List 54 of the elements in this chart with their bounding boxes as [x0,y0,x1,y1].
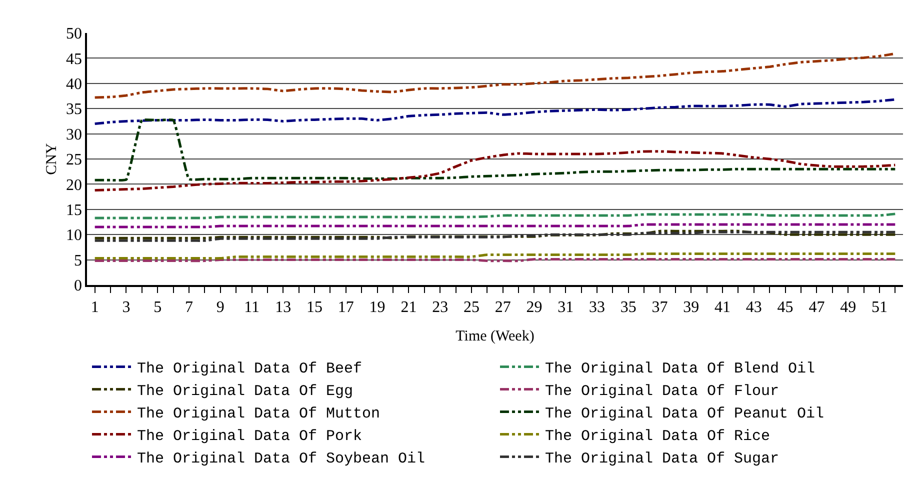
x-tick-label: 3 [122,298,130,316]
x-tick-label: 9 [216,298,224,316]
x-tick-label: 47 [808,298,825,316]
x-tick-label: 11 [244,298,260,316]
x-tick-label: 17 [338,298,354,316]
y-tick-label: 25 [66,152,82,169]
line-series [94,230,896,242]
legend-label: The Original Data Of Blend Oil [545,360,816,378]
y-tick-label: 35 [66,101,82,118]
line-series [94,230,896,240]
x-tick-label: 27 [494,298,511,316]
x-tick-label: 49 [840,298,856,316]
y-tick-label: 30 [66,126,82,144]
y-tick-label: 50 [66,26,82,43]
legend-label: The Original Data Of Flour [545,383,780,400]
y-tick-label: 45 [66,50,82,68]
x-tick-label: 21 [400,298,417,316]
line-series [94,150,896,192]
y-tick-label: 15 [66,202,82,219]
x-tick-label: 43 [746,298,762,316]
x-tick-label: 31 [558,298,574,316]
legend-label: The Original Data Of Peanut Oil [545,406,824,423]
legend-label: The Original Data Of Soybean Oil [137,450,426,468]
x-tick-label: 33 [589,298,605,316]
x-axis-title: Time (Week) [456,328,534,344]
x-tick-label: 5 [154,298,162,316]
x-tick-label: 29 [526,298,542,316]
x-tick-label: 7 [185,298,193,316]
x-tick-label: 39 [683,298,700,316]
x-tick-label: 37 [652,298,668,316]
legend-label: The Original Data Of Sugar [545,450,780,468]
y-tick-label: 20 [66,176,82,194]
x-tick-label: 45 [777,298,794,316]
line-series [94,98,896,125]
x-tick-label: 25 [463,298,480,316]
x-tick-label: 51 [871,298,888,316]
x-tick-label: 13 [275,298,292,316]
x-tick-label: 19 [369,298,386,316]
legend-label: The Original Data Of Egg [137,383,354,400]
y-tick-label: 40 [66,76,82,93]
legend-label: The Original Data Of Pork [137,428,362,446]
y-axis-title: CNY [44,143,60,175]
legend-label: The Original Data Of Beef [137,360,362,378]
line-series [94,118,896,182]
x-tick-label: 41 [714,298,731,316]
x-tick-label: 1 [90,298,99,316]
legend-label: The Original Data Of Mutton [137,406,380,423]
legend-label: The Original Data Of Rice [545,428,770,446]
y-tick-label: 5 [74,252,82,270]
x-tick-label: 15 [306,298,323,316]
x-tick-label: 23 [432,298,448,316]
y-tick-label: 0 [74,278,82,295]
x-tick-label: 35 [620,298,636,316]
y-tick-label: 10 [66,227,82,244]
